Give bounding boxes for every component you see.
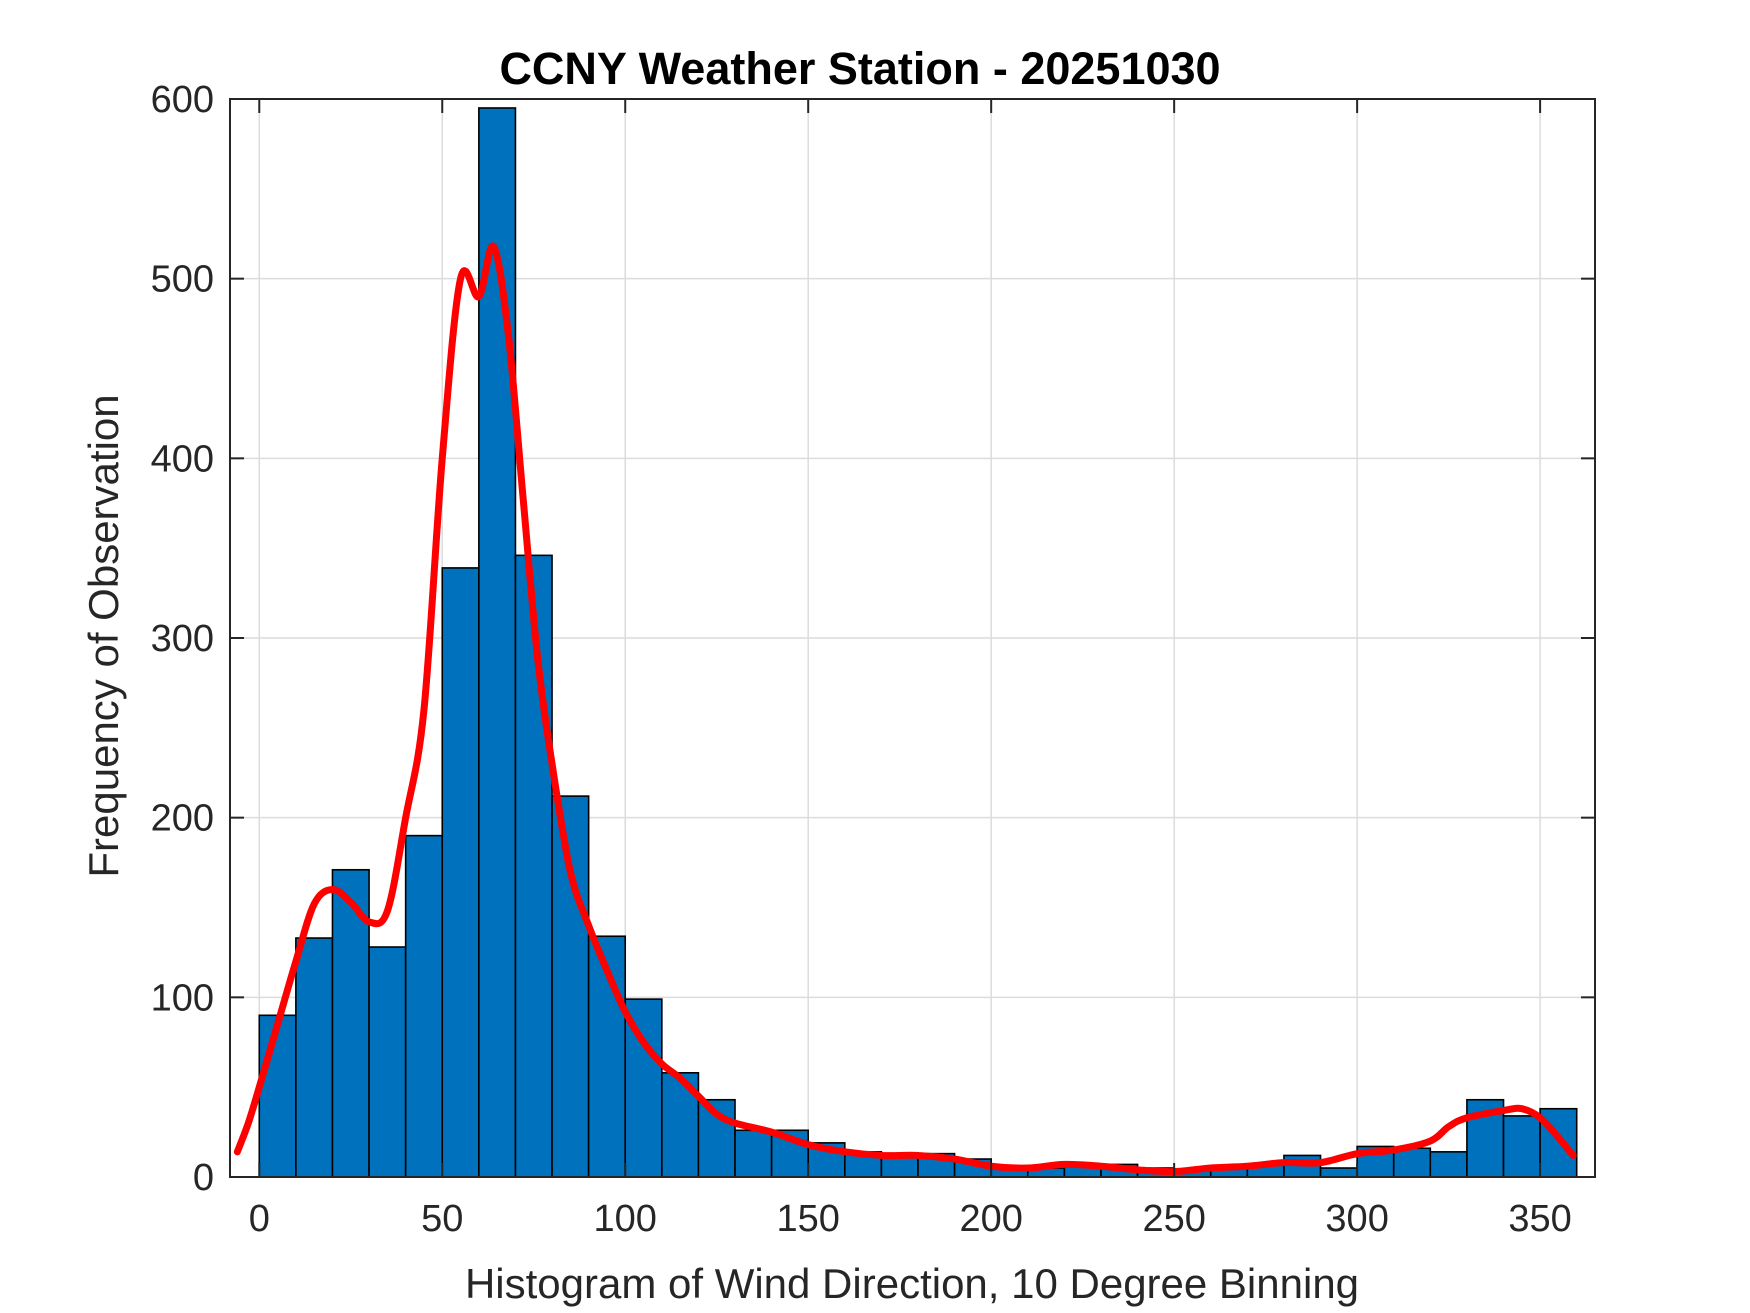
y-axis-label: Frequency of Observation — [80, 394, 127, 877]
y-tick-label: 200 — [151, 798, 214, 840]
x-tick-label: 50 — [421, 1198, 463, 1240]
histogram-bar — [404, 834, 444, 1178]
bars-layer — [258, 107, 1578, 1178]
histogram-bar — [258, 1014, 297, 1178]
y-tick-label: 300 — [151, 618, 214, 660]
x-tick-label: 150 — [777, 1198, 840, 1240]
histogram-bar — [1502, 1115, 1541, 1178]
x-tick-label: 350 — [1508, 1198, 1571, 1240]
x-axis-label: Histogram of Wind Direction, 10 Degree B… — [465, 1260, 1359, 1307]
histogram-bar — [295, 937, 334, 1178]
histogram-bar — [551, 795, 590, 1178]
y-tick-label: 500 — [151, 259, 214, 301]
chart-title: CCNY Weather Station - 20251030 — [499, 43, 1220, 94]
y-tick-label: 0 — [193, 1157, 214, 1199]
fit-line — [233, 242, 1577, 1176]
fit-line-layer — [233, 242, 1577, 1176]
x-tick-label: 100 — [594, 1198, 657, 1240]
histogram-bar — [1429, 1151, 1468, 1178]
x-tick-label: 250 — [1142, 1198, 1205, 1240]
ticks-layer: 0 50 100 150 200 250 300 350 0 100 200 300 400 500 600 — [151, 79, 1595, 1240]
histogram-bar — [1319, 1167, 1358, 1178]
y-tick-label: 100 — [151, 977, 214, 1019]
y-tick-label: 600 — [151, 79, 214, 121]
x-tick-label: 300 — [1325, 1198, 1388, 1240]
histogram-bar — [441, 567, 480, 1178]
histogram-bar — [368, 946, 407, 1178]
x-tick-label: 0 — [249, 1198, 270, 1240]
x-tick-label: 200 — [959, 1198, 1022, 1240]
histogram-bar — [331, 868, 370, 1178]
histogram-bar — [734, 1129, 773, 1178]
histogram-bar — [514, 554, 553, 1178]
y-tick-label: 400 — [151, 438, 214, 480]
